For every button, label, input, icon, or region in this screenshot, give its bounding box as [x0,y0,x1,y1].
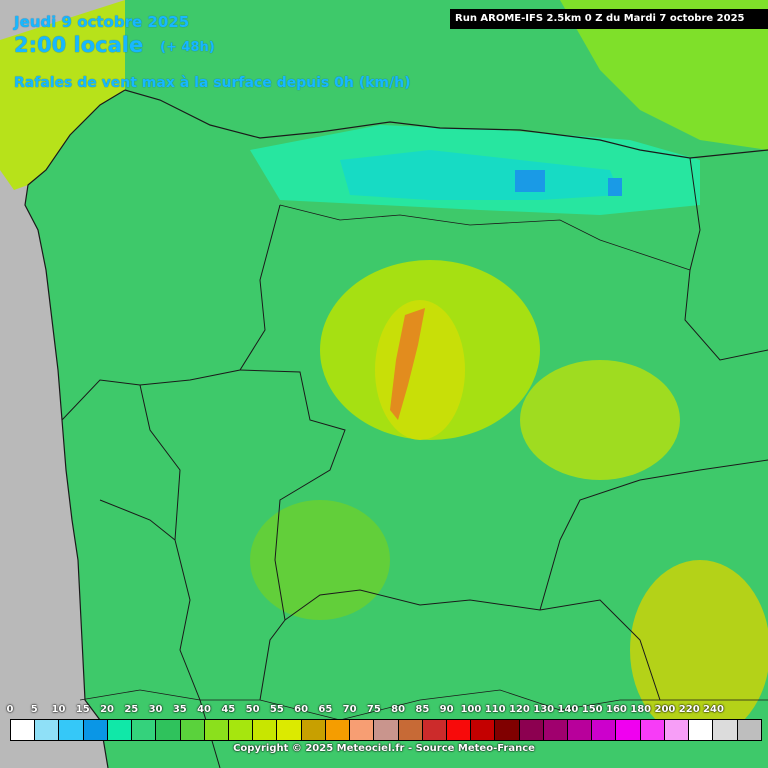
legend-swatch [616,720,641,740]
forecast-time: 2:00 locale [14,33,144,57]
legend-tick: 180 [630,704,652,715]
legend-tick: 140 [557,704,579,715]
legend-tick: 220 [678,704,700,715]
region-border-5 [684,157,768,361]
legend-tick: 85 [415,704,430,715]
parameter-title: Rafales de vent max à la surface depuis … [14,75,411,91]
legend-tick: 80 [391,704,406,715]
legend-swatch [156,720,181,740]
north-coast-core [340,150,620,200]
legend-tick-labels: 0 5 10 15 20 25 30 35 40 45 50 55 60 65 70 75 80 85 90 100 1… [0,704,768,718]
legend-swatch [519,720,544,740]
legend-swatch [228,720,254,740]
region-border-3 [284,589,661,701]
legend-swatch [543,720,569,740]
region-border-7 [99,499,176,541]
legend-tick: 20 [100,704,114,715]
legend-tick: 100 [460,704,482,715]
legend-swatch [471,720,496,740]
southeast-patch [630,560,768,740]
legend-tick: 25 [124,704,139,715]
east-patch [520,360,680,480]
legend-swatch [350,720,375,740]
legend-swatch [301,720,326,740]
region-border-1 [61,204,281,421]
legend-swatch [713,720,738,740]
legend-tick: 200 [654,704,676,715]
legend-swatch [374,720,399,740]
legend-swatch [59,720,84,740]
legend-swatch [35,720,60,740]
region-border-2 [239,369,346,701]
legend-tick: 5 [30,704,38,715]
legend-swatch [422,720,447,740]
offshore-band [0,0,125,190]
legend-swatch [664,720,690,740]
legend-tick: 45 [221,704,236,715]
upper-right-band [560,0,768,150]
north-coast-line [124,89,768,159]
south-patch [250,500,390,620]
region-border-4 [539,459,768,611]
legend-tick: 120 [508,704,530,715]
legend-tick: 10 [51,704,66,715]
legend-swatch [253,720,278,740]
legend-tick: 30 [148,704,163,715]
legend-tick: 110 [484,704,506,715]
legend-swatch [180,720,205,740]
legend-swatch [83,720,108,740]
legend-tick: 65 [318,704,333,715]
legend-tick: 240 [703,704,724,715]
legend-tick: 90 [439,704,454,715]
legend-tick: 55 [269,704,284,715]
legend-swatch [11,720,36,740]
legend-swatch [446,720,472,740]
legend-tick: 70 [342,704,357,715]
legend-swatch [325,720,351,740]
gust-max-ridge [390,308,425,420]
legend-swatch [640,720,665,740]
legend-swatch [495,720,520,740]
legend-swatch [107,720,133,740]
coast-line [24,89,126,768]
run-info-banner: Run AROME-IFS 2.5km 0 Z du Mardi 7 octob… [450,9,768,29]
forecast-date: Jeudi 9 octobre 2025 [14,13,190,31]
legend-tick: 40 [197,704,212,715]
legend-tick: 0 [6,704,14,715]
gust-blue-2 [608,178,622,196]
legend-tick: 150 [581,704,603,715]
land-outline-south [79,689,768,721]
color-legend [10,719,762,741]
legend-tick: 160 [606,704,627,715]
legend-tick: 130 [533,704,555,715]
legend-tick: 75 [366,704,381,715]
legend-swatch [204,720,229,740]
legend-tick: 50 [245,704,260,715]
legend-swatch [689,720,714,740]
legend-tick: 35 [172,704,187,715]
legend-swatch [592,720,617,740]
legend-swatch [568,720,593,740]
lead-time: (+ 48h) [160,40,215,55]
legend-swatch [737,720,761,740]
legend-tick: 60 [294,704,309,715]
legend-swatch [132,720,157,740]
legend-tick: 15 [75,704,90,715]
copyright-text: Copyright © 2025 Meteociel.fr - Source M… [233,743,535,754]
region-border-8 [279,204,691,271]
legend-swatch [277,720,302,740]
legend-swatch [398,720,423,740]
gust-blue-1 [515,170,545,192]
region-border-6 [139,384,221,768]
